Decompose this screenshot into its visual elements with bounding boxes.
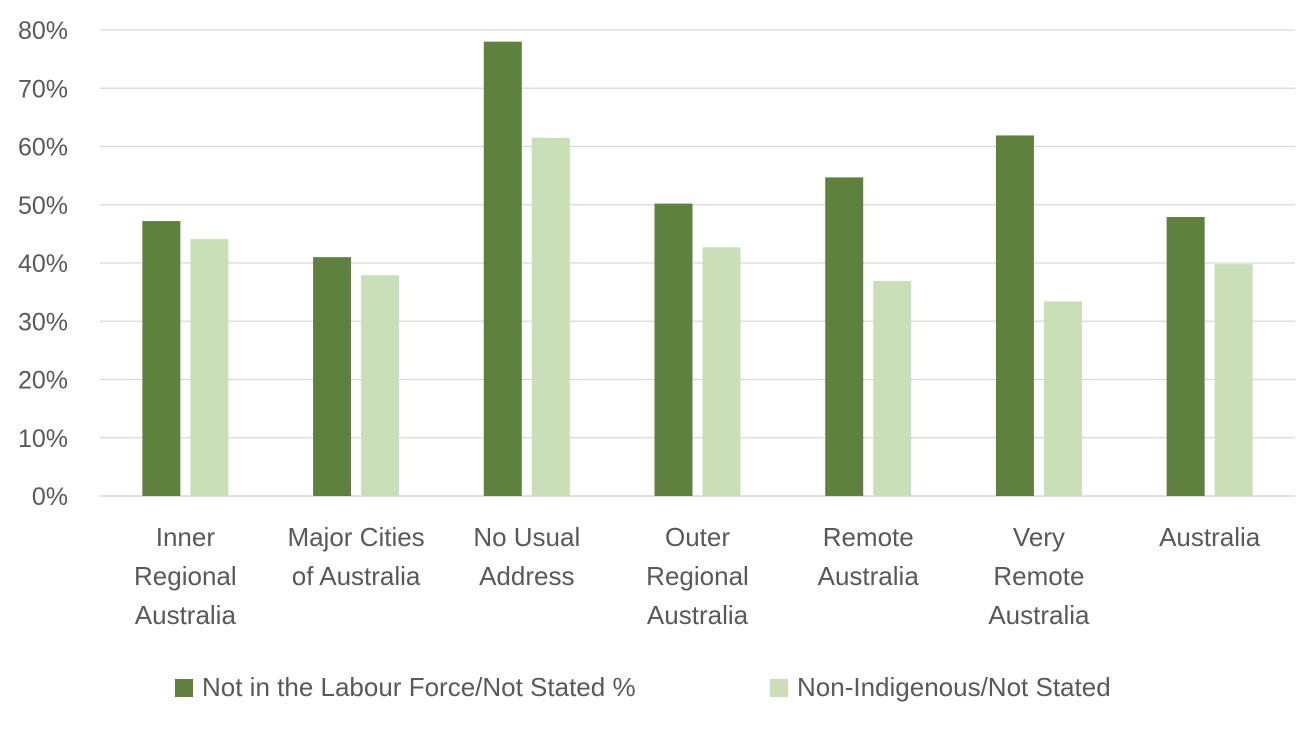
- y-tick-label: 60%: [18, 134, 68, 162]
- y-tick-label: 70%: [18, 75, 68, 103]
- x-category-label: Remote Australia: [818, 522, 920, 591]
- bar-series-1-category-3: [483, 41, 522, 497]
- bar-series-1-category-1: [142, 221, 181, 496]
- x-category-label: No Usual Address: [473, 522, 580, 591]
- x-axis-category-labels: Inner Regional Australia Major Cities of Aus…: [134, 522, 1261, 630]
- y-tick-label: 40%: [18, 250, 68, 278]
- bar-series-2-category-4: [702, 247, 741, 496]
- bar-series-2-category-7: [1214, 264, 1253, 496]
- bar-series-1-category-4: [654, 203, 693, 496]
- y-axis-tick-labels: 0% 10% 20% 30% 40% 50% 60% 70% 80%: [18, 17, 68, 511]
- bar-series-2-category-1: [190, 239, 229, 496]
- bar-series-2-category-5: [873, 281, 912, 496]
- bar-series-1-category-2: [313, 257, 352, 496]
- gridlines: [100, 29, 1295, 497]
- y-tick-label: 50%: [18, 192, 68, 220]
- bar-series-1-category-6: [995, 135, 1034, 496]
- bars: [142, 41, 1253, 497]
- legend-swatch: [770, 679, 788, 697]
- x-category-label: Outer Regional Australia: [646, 522, 749, 630]
- bar-series-1-category-7: [1166, 216, 1205, 497]
- x-category-label: Inner Regional Australia: [134, 522, 237, 630]
- bar-series-1-category-5: [825, 177, 864, 496]
- legend-label: Not in the Labour Force/Not Stated %: [202, 672, 636, 702]
- bar-series-2-category-6: [1043, 301, 1082, 496]
- y-tick-label: 30%: [18, 308, 68, 336]
- y-tick-label: 10%: [18, 425, 68, 453]
- y-tick-label: 80%: [18, 17, 68, 45]
- legend-label: Non-Indigenous/Not Stated: [797, 672, 1111, 702]
- x-category-label: Major Cities of Australia: [287, 522, 424, 591]
- y-tick-label: 20%: [18, 367, 68, 395]
- legend-swatch: [175, 679, 193, 697]
- x-category-label: Very Remote Australia: [988, 522, 1090, 630]
- legend: Not in the Labour Force/Not Stated % Non-…: [175, 672, 1111, 702]
- bar-series-2-category-2: [361, 275, 400, 496]
- y-tick-label: 0%: [32, 483, 68, 511]
- x-category-label: Australia: [1159, 522, 1261, 552]
- bar-series-2-category-3: [531, 137, 570, 496]
